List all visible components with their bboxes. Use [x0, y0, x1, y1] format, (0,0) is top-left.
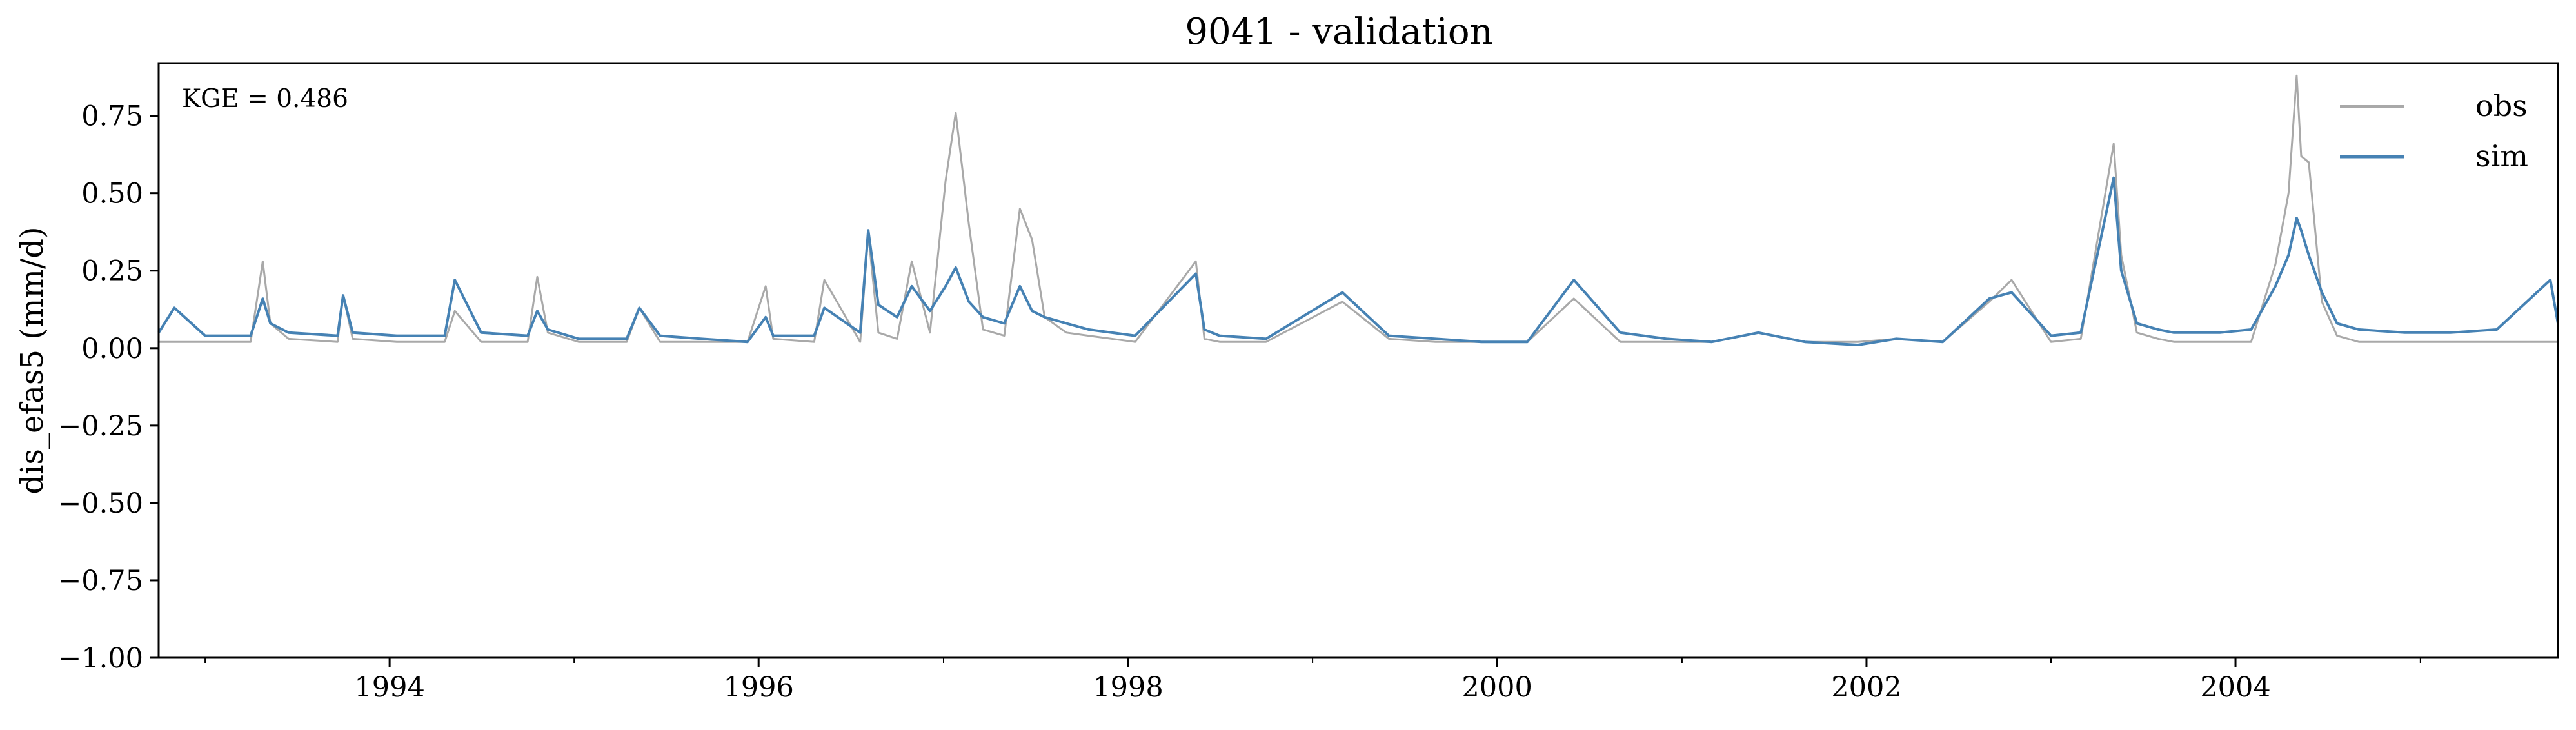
y-tick-label: −0.25 — [58, 410, 143, 442]
y-tick-label: 0.75 — [81, 101, 143, 133]
y-tick-label: −0.50 — [58, 488, 143, 520]
x-tick-label: 1994 — [354, 671, 424, 704]
series-line-sim — [157, 176, 2559, 346]
x-axis: 1994 1996 1998 2000 2002 2004 — [204, 658, 2421, 704]
legend: obs sim — [2340, 88, 2528, 173]
y-axis: −1.00 −0.75 −0.50 −0.25 0.00 0.25 0.50 0.75 — [58, 101, 159, 675]
x-tick-label: 1998 — [1093, 671, 1163, 704]
y-tick-label: 0.50 — [81, 178, 143, 210]
plot-frame — [157, 62, 2559, 659]
chart-title: 9041 - validation — [1185, 11, 1492, 53]
series-line-obs — [159, 74, 2558, 343]
kge-annotation: KGE = 0.486 — [182, 84, 348, 113]
y-tick-label: −0.75 — [58, 565, 143, 597]
x-tick-label: 2000 — [1461, 671, 1532, 704]
y-tick-label: −1.00 — [58, 642, 143, 675]
x-tick-label: 1996 — [723, 671, 793, 704]
legend-label-obs: obs — [2475, 88, 2528, 123]
y-tick-label: 0.00 — [81, 333, 143, 365]
y-axis-label: dis_efas5 (mm/d) — [14, 226, 50, 494]
x-tick-label: 2004 — [2200, 671, 2270, 704]
legend-label-sim: sim — [2475, 139, 2528, 173]
x-tick-label: 2002 — [1831, 671, 1901, 704]
y-tick-label: 0.25 — [81, 255, 143, 288]
plot-area — [157, 74, 2559, 346]
